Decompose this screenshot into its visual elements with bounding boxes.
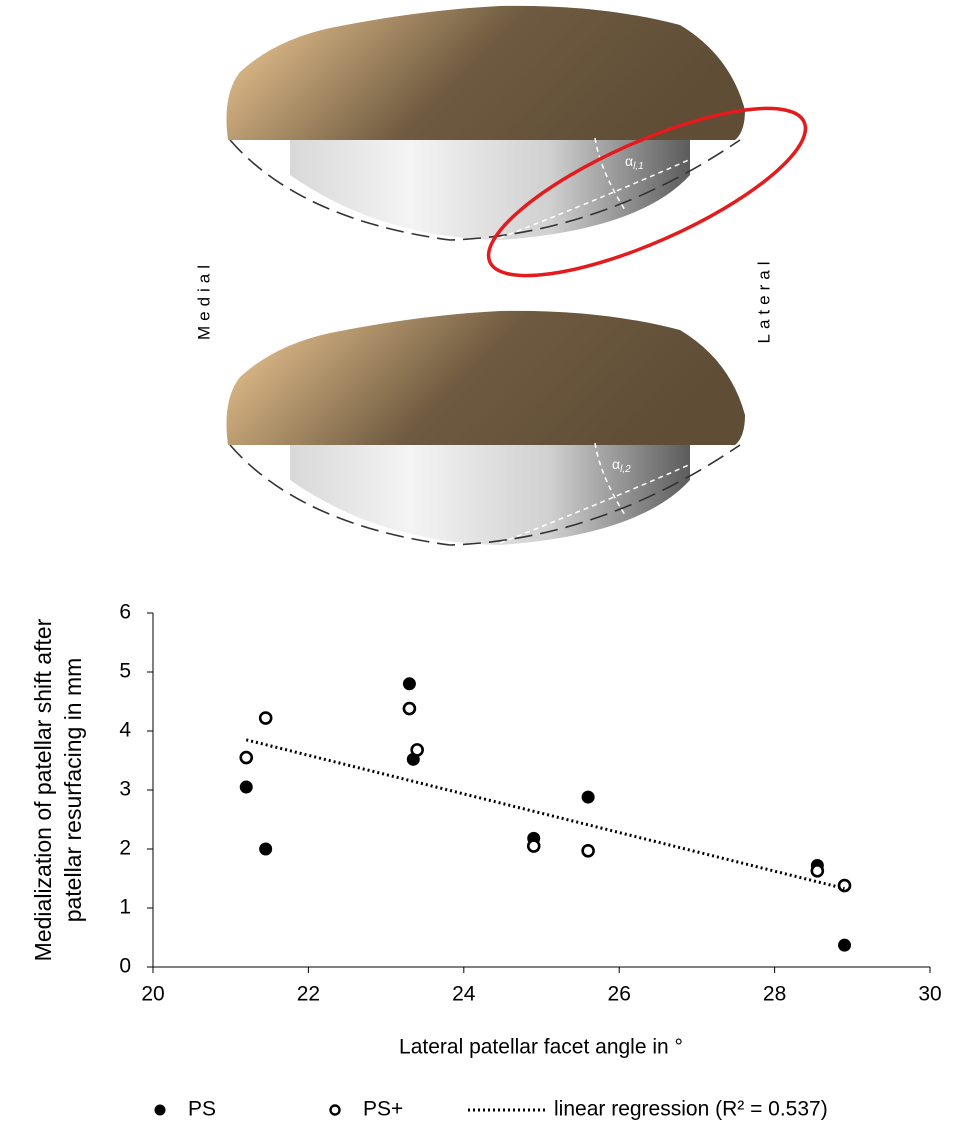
point xyxy=(838,939,851,952)
x-axis-title: Lateral patellar facet angle in ° xyxy=(399,1036,683,1059)
x-tick-label: 20 xyxy=(141,983,164,1006)
point xyxy=(404,703,415,714)
point xyxy=(812,865,823,876)
page: {"illustration": {"medial": "Medial", "l… xyxy=(0,0,964,1135)
y-axis-title: Medialization of patellar shift after xyxy=(30,618,56,961)
point xyxy=(528,841,539,852)
regression-line xyxy=(246,740,844,889)
x-tick-label: 26 xyxy=(608,983,631,1006)
angle-subscript: l,2 xyxy=(620,464,631,475)
y-tick-label: 1 xyxy=(119,896,131,919)
point xyxy=(403,677,416,690)
y-tick-label: 5 xyxy=(119,660,131,683)
x-tick-label: 24 xyxy=(452,983,476,1006)
y-tick-label: 0 xyxy=(119,955,131,978)
x-tick-label: 30 xyxy=(918,983,941,1006)
point xyxy=(260,713,271,724)
legend-label: PS xyxy=(188,1098,216,1121)
figure: αl,1 αl,2 Medial Lateral Lateral patella… xyxy=(0,0,964,1135)
point xyxy=(259,843,272,856)
legend-label: linear regression (R² = 0.537) xyxy=(554,1098,828,1121)
point xyxy=(582,791,595,804)
point xyxy=(240,781,253,794)
x-tick-label: 28 xyxy=(763,983,786,1006)
angle-symbol: α xyxy=(625,153,633,169)
y-tick-label: 6 xyxy=(119,601,131,624)
patella-bottom xyxy=(227,311,746,545)
point xyxy=(839,880,850,891)
point xyxy=(583,845,594,856)
medial-label: Medial xyxy=(194,260,213,340)
x-tick-label: 22 xyxy=(297,983,320,1006)
angle-symbol: α xyxy=(612,456,620,472)
lateral-label: Lateral xyxy=(754,257,773,344)
point xyxy=(412,744,423,755)
angle-subscript: l,1 xyxy=(633,161,644,172)
legend-swatch xyxy=(155,1105,166,1116)
y-axis-title: patellar resurfacing in mm xyxy=(60,658,86,923)
point xyxy=(241,752,252,763)
legend-swatch xyxy=(331,1106,340,1115)
patella-top xyxy=(227,6,746,240)
y-tick-label: 2 xyxy=(119,837,131,860)
y-tick-label: 3 xyxy=(119,778,131,801)
y-tick-label: 4 xyxy=(119,719,131,742)
legend-label: PS+ xyxy=(363,1098,403,1121)
